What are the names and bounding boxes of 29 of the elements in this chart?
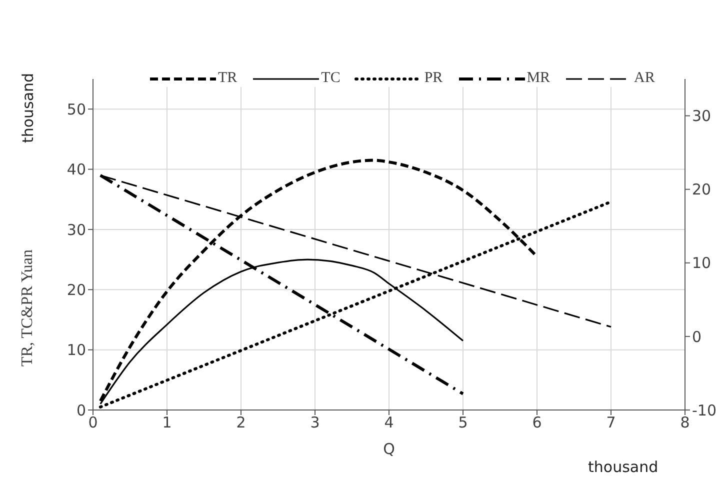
legend-label: TR — [218, 70, 238, 86]
y-tick-label: 20 — [66, 280, 86, 299]
x-tick-label: 8 — [680, 414, 690, 432]
y-tick-label: 10 — [66, 341, 86, 360]
x-axis-title: Q — [383, 440, 395, 458]
y2-tick-label: 0 — [692, 328, 702, 346]
y-tick-label: 40 — [66, 160, 86, 179]
x-tick-label: 3 — [310, 414, 320, 432]
y2-tick-label: 20 — [692, 180, 712, 199]
x-tick-label: 6 — [532, 414, 542, 432]
x-tick-label: 4 — [384, 414, 394, 432]
y2-tick-label: 30 — [692, 107, 712, 126]
y2-tick-label: -10 — [692, 401, 716, 420]
y2-tick-label: 10 — [692, 254, 712, 272]
x-tick-label: 2 — [236, 414, 246, 432]
y-tick-label: 0 — [76, 401, 86, 420]
legend-label: PR — [424, 70, 443, 86]
legend-label: AR — [634, 70, 655, 86]
x-tick-label: 1 — [162, 414, 172, 432]
text: thousand — [19, 72, 37, 144]
y-axis-title: TR, TC&PR Yuan — [19, 250, 37, 366]
y-tick-label: 30 — [66, 220, 86, 239]
x-tick-label: 5 — [458, 414, 468, 432]
x-tick-label: 0 — [88, 414, 98, 432]
legend-label: TC — [321, 70, 340, 86]
text: thousand — [588, 458, 658, 476]
y-tick-label: 50 — [66, 100, 86, 118]
x-tick-label: 7 — [606, 414, 616, 432]
legend-label: MR — [526, 70, 550, 86]
